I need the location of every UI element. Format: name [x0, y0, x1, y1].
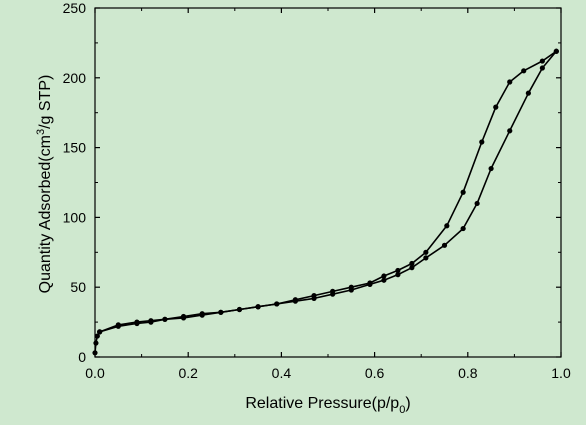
data-point: [395, 267, 401, 274]
data-point: [218, 309, 224, 315]
data-point: [199, 312, 205, 318]
y-tick-label: 150: [63, 140, 87, 156]
series-lines: [94, 50, 557, 353]
x-tick-label: 0.4: [272, 365, 292, 381]
data-point: [148, 318, 154, 324]
x-tick-label: 0.0: [85, 365, 105, 381]
data-point: [93, 340, 99, 346]
data-point: [94, 333, 100, 339]
data-point: [525, 90, 531, 96]
data-point: [97, 329, 103, 335]
x-axis-label: Relative Pressure(p/p0): [245, 395, 410, 416]
plot-border: [94, 7, 562, 358]
data-point: [444, 223, 450, 229]
data-point: [423, 255, 429, 261]
x-tick-label: 0.2: [178, 365, 198, 381]
y-tick-label: 250: [63, 0, 87, 16]
x-tick-label: 0.6: [365, 365, 385, 381]
data-point: [381, 277, 387, 283]
data-point: [236, 306, 243, 313]
data-point: [367, 280, 373, 286]
y-tick-label: 50: [70, 279, 86, 295]
data-point: [330, 288, 336, 294]
data-point: [409, 265, 415, 271]
data-point: [539, 58, 545, 64]
data-point: [409, 260, 415, 267]
data-point: [115, 322, 121, 328]
series-line-1: [94, 50, 557, 353]
y-tick-label: 0: [78, 349, 86, 365]
data-point: [423, 249, 429, 255]
data-point: [162, 316, 168, 322]
data-point: [441, 242, 448, 248]
y-tick-label: 200: [63, 70, 87, 86]
x-tick-label: 0.8: [458, 365, 478, 381]
data-point: [493, 104, 499, 110]
data-point: [460, 225, 466, 232]
data-point: [311, 292, 317, 299]
data-point: [92, 350, 98, 356]
data-point: [180, 315, 187, 321]
data-point: [479, 139, 485, 145]
data-point: [474, 200, 480, 207]
series-line-2: [99, 50, 557, 333]
data-point: [134, 319, 140, 325]
data-point: [274, 301, 280, 307]
x-tick-label: 1.0: [551, 365, 571, 381]
data-point: [292, 297, 298, 303]
data-point: [255, 304, 261, 310]
series-markers: [92, 48, 559, 356]
y-tick-label: 100: [63, 209, 87, 225]
data-point: [395, 272, 401, 278]
data-point: [381, 273, 387, 279]
data-point: [460, 189, 466, 195]
data-point: [488, 165, 494, 172]
data-point: [507, 79, 513, 85]
data-point: [507, 128, 513, 134]
data-point: [539, 65, 545, 71]
data-point: [521, 68, 527, 74]
y-axis-label: Quantity Adsorbed(cm3/g STP): [35, 75, 54, 294]
plot-frame: [94, 7, 562, 358]
axes-ticks: 0.0 0.2 0.4 0.6 0.8 1.0 0 50 100 150 200 250: [63, 0, 571, 381]
data-point: [348, 284, 354, 290]
data-point: [553, 48, 559, 54]
